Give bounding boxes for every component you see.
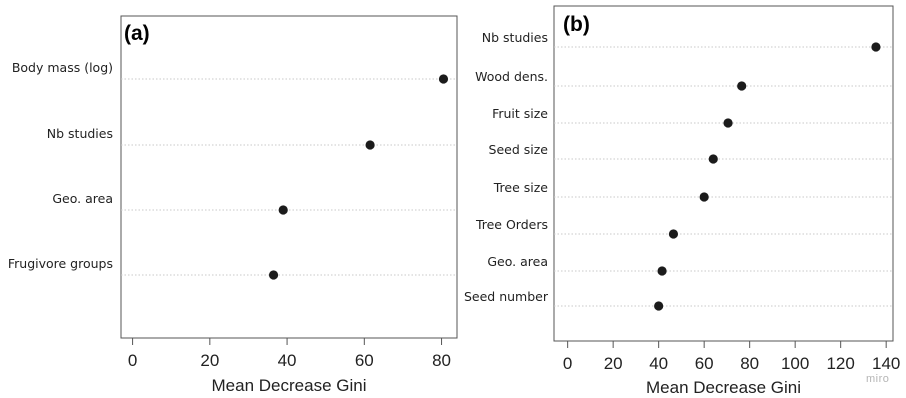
data-point	[278, 205, 288, 215]
category-label: Nb studies	[482, 30, 548, 45]
x-axis-label: Mean Decrease Gini	[646, 378, 801, 397]
data-point	[668, 229, 679, 239]
watermark: miro	[866, 373, 889, 385]
data-point	[708, 154, 718, 164]
category-label: Geo. area	[487, 254, 548, 269]
data-point	[438, 74, 449, 84]
plot-frame	[120, 15, 458, 339]
data-point	[654, 301, 664, 311]
category-label: Nb studies	[47, 126, 113, 141]
category-label: Geo. area	[52, 191, 113, 206]
x-tick-label: 80	[432, 351, 451, 370]
panel-b: (b) Nb studies Wood dens. Fruit size Seed si…	[464, 5, 900, 397]
data-point	[723, 118, 733, 128]
panel-label: (b)	[563, 13, 590, 36]
x-tick-label: 60	[695, 354, 714, 373]
x-tick-label: 40	[649, 354, 668, 373]
category-label: Wood dens.	[475, 69, 548, 84]
data-point	[657, 266, 667, 276]
data-point	[699, 192, 709, 202]
category-label: Seed size	[489, 142, 549, 157]
category-label: Tree size	[493, 180, 549, 195]
x-tick-label: 60	[355, 351, 374, 370]
category-label: Tree Orders	[475, 217, 548, 232]
x-tick-label: 120	[826, 354, 854, 373]
category-label: Fruit size	[492, 106, 548, 121]
data-point	[268, 270, 279, 280]
x-tick-label: 80	[740, 354, 759, 373]
x-tick-label: 20	[604, 354, 623, 373]
x-tick-label: 100	[781, 354, 809, 373]
panel-label: (a)	[124, 22, 150, 45]
data-point	[737, 81, 747, 91]
x-tick-label: 0	[128, 351, 137, 370]
category-label: Frugivore groups	[8, 256, 113, 271]
category-label: Seed number	[464, 289, 549, 304]
x-tick-label: 0	[563, 354, 572, 373]
panel-a: (a) Body mass (log) Nb studies Geo. area Fru…	[8, 15, 458, 395]
x-axis-label: Mean Decrease Gini	[212, 376, 367, 395]
data-point	[365, 140, 375, 150]
x-tick-label: 40	[278, 351, 297, 370]
x-tick-label: 140	[872, 354, 900, 373]
category-label: Body mass (log)	[12, 60, 113, 75]
x-tick-label: 20	[200, 351, 219, 370]
data-point	[871, 42, 881, 52]
plot-frame	[553, 5, 894, 342]
